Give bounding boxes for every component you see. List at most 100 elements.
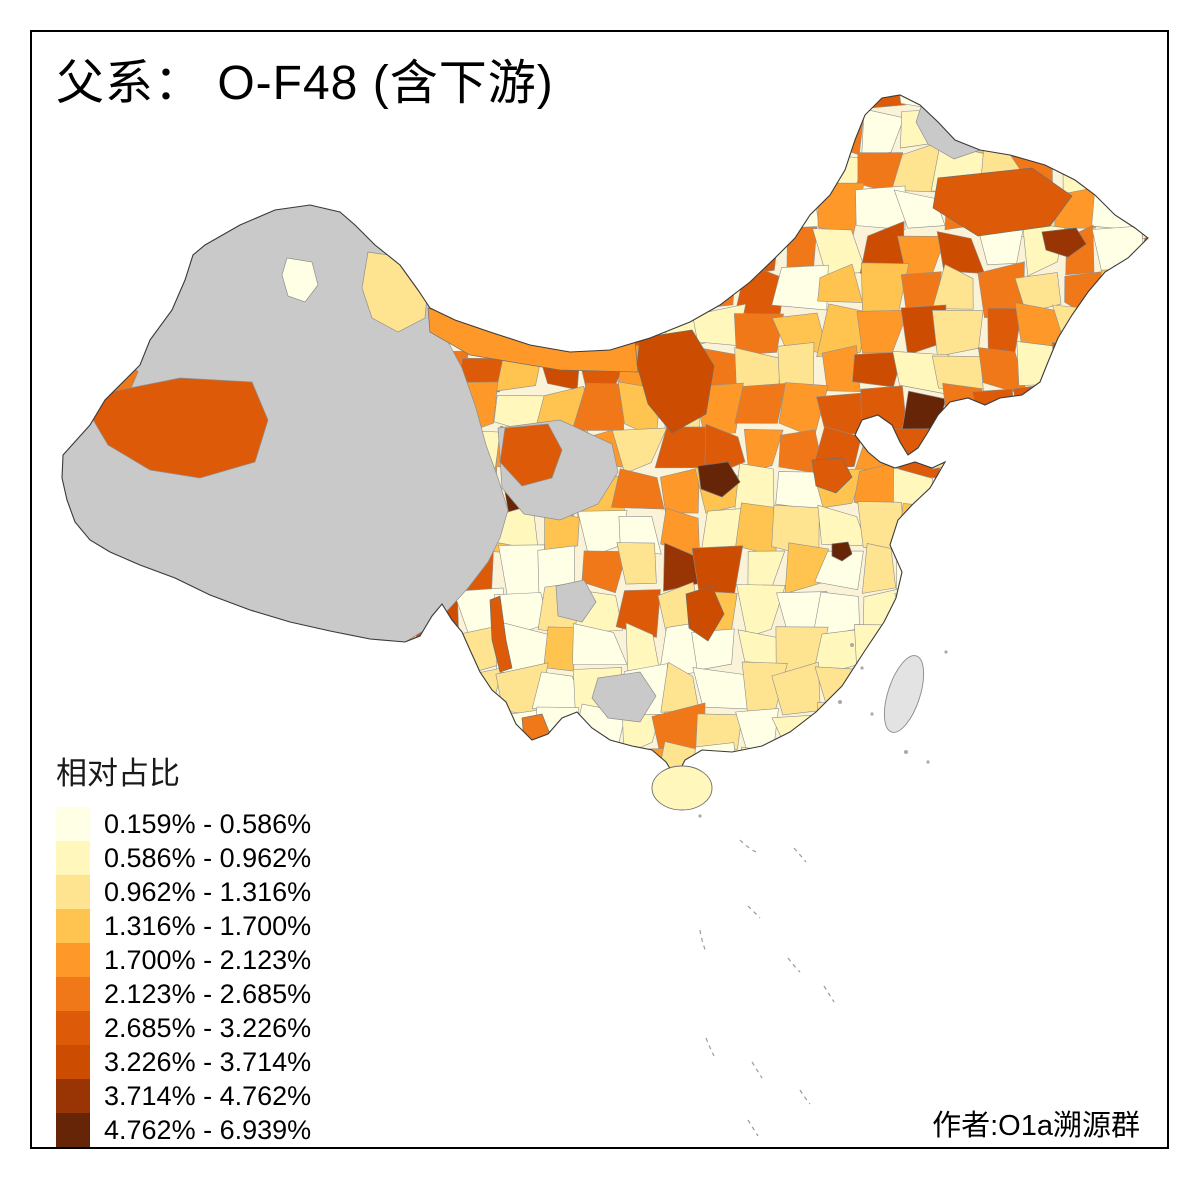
prefecture-cell — [855, 95, 906, 109]
prefecture-cell — [972, 714, 1022, 759]
prefecture-cell — [697, 145, 748, 195]
prefecture-cell — [1011, 745, 1065, 778]
prefecture-cell — [375, 105, 416, 158]
prefecture-cell — [1063, 384, 1104, 438]
prefecture-cell — [1143, 149, 1148, 190]
prefecture-cell — [743, 428, 784, 473]
attribution: 作者:O1a溯源群 — [932, 1110, 1140, 1142]
prefecture-cell — [1097, 344, 1140, 391]
prefecture-cell — [855, 745, 910, 778]
prefecture-cell — [1092, 749, 1147, 778]
prefecture-cell — [1102, 428, 1144, 477]
prefecture-cell — [1061, 707, 1104, 755]
prefecture-cell — [1136, 225, 1148, 276]
prefecture-cell — [414, 229, 470, 271]
prefecture-cell — [816, 303, 870, 358]
prefecture-cell — [1143, 309, 1148, 354]
prefecture-cell — [1051, 420, 1098, 479]
prefecture-cell — [572, 623, 628, 665]
prefecture-cell — [1053, 502, 1100, 556]
legend-label: 0.586% - 0.962% — [104, 842, 312, 873]
prefecture-cell — [971, 474, 1028, 519]
legend-swatch — [56, 909, 90, 943]
prefecture-cell — [1018, 550, 1067, 598]
prefecture-cell — [500, 261, 539, 308]
prefecture-cell — [660, 224, 708, 277]
prefecture-cell — [971, 742, 1028, 778]
region-dark-chongqing — [685, 585, 725, 642]
prefecture-cell — [819, 104, 865, 156]
prefecture-cell — [571, 223, 627, 279]
legend-row: 3.226% - 3.714% — [56, 1045, 311, 1079]
legend-swatch — [56, 1045, 90, 1079]
prefecture-cell — [814, 550, 864, 591]
legend-row: 3.714% - 4.762% — [56, 1079, 311, 1113]
prefecture-cell — [1106, 503, 1145, 556]
prefecture-cell — [1062, 146, 1105, 197]
prefecture-cell — [894, 590, 950, 632]
prefecture-cell — [812, 426, 862, 470]
region-orange-heilongjiang — [932, 167, 1073, 237]
prefecture-cell — [611, 427, 668, 474]
region-dark-east — [811, 457, 853, 494]
prefecture-cell — [695, 95, 744, 106]
prefecture-cell — [457, 112, 509, 142]
prefecture-cell — [543, 307, 585, 352]
region-qinghai-orange — [499, 423, 563, 487]
prefecture-cell — [1134, 666, 1148, 714]
prefecture-cell — [661, 270, 708, 319]
prefecture-cell — [980, 504, 1024, 560]
prefecture-cell — [1132, 626, 1148, 669]
prefecture-cell — [693, 181, 747, 235]
prefecture-cell — [412, 151, 469, 193]
prefecture-cell — [612, 261, 663, 306]
legend-title: 相对占比 — [56, 756, 180, 791]
prefecture-cell — [1015, 501, 1068, 559]
prefecture-cell — [611, 468, 665, 510]
prefecture-cell — [742, 95, 789, 119]
prefecture-cell — [535, 156, 588, 194]
prefecture-cell — [1092, 149, 1143, 198]
prefecture-cell — [610, 155, 667, 194]
prefecture-cell — [740, 746, 787, 778]
prefecture-cell — [1058, 102, 1107, 158]
prefecture-cell — [1016, 95, 1059, 106]
prefecture-cell — [812, 749, 867, 778]
prefecture-cell — [733, 313, 784, 356]
prefecture-cell — [1098, 268, 1135, 308]
prefecture-cell — [971, 541, 1028, 589]
map-title: 父系： O-F48 (含下游) — [56, 57, 554, 110]
prefecture-cell — [771, 183, 821, 233]
prefecture-cell — [651, 182, 694, 234]
taiwan-island — [883, 655, 925, 733]
prefecture-cell — [855, 185, 906, 231]
prefecture-cell — [1051, 341, 1101, 398]
prefecture-cell — [581, 550, 628, 594]
prefecture-cell — [1012, 382, 1068, 435]
prefecture-cell — [372, 142, 420, 187]
prefecture-cell — [699, 226, 746, 276]
prefecture-cell — [1100, 392, 1147, 427]
prefecture-cell — [413, 751, 460, 778]
prefecture-cell — [1141, 181, 1148, 239]
prefecture-cell — [616, 542, 657, 585]
prefecture-cell — [736, 109, 787, 155]
prefecture-cell — [1058, 677, 1108, 713]
coastal-islets — [698, 643, 948, 818]
prefecture-cell — [771, 141, 814, 199]
prefecture-cell — [1016, 422, 1063, 478]
prefecture-cell — [940, 512, 987, 556]
prefecture-cell — [1094, 631, 1146, 672]
prefecture-cell — [1098, 666, 1140, 710]
prefecture-cell — [1021, 708, 1068, 758]
prefecture-cell — [691, 278, 736, 310]
prefecture-cell — [418, 711, 469, 754]
prefecture-cell — [1132, 505, 1148, 553]
prefecture-cell — [932, 749, 988, 778]
prefecture-cell — [972, 110, 1022, 154]
prefecture-cell — [538, 744, 588, 778]
legend-row: 2.685% - 3.226% — [56, 1011, 311, 1045]
prefecture-cell — [1012, 465, 1061, 510]
prefecture-cell — [452, 740, 504, 778]
